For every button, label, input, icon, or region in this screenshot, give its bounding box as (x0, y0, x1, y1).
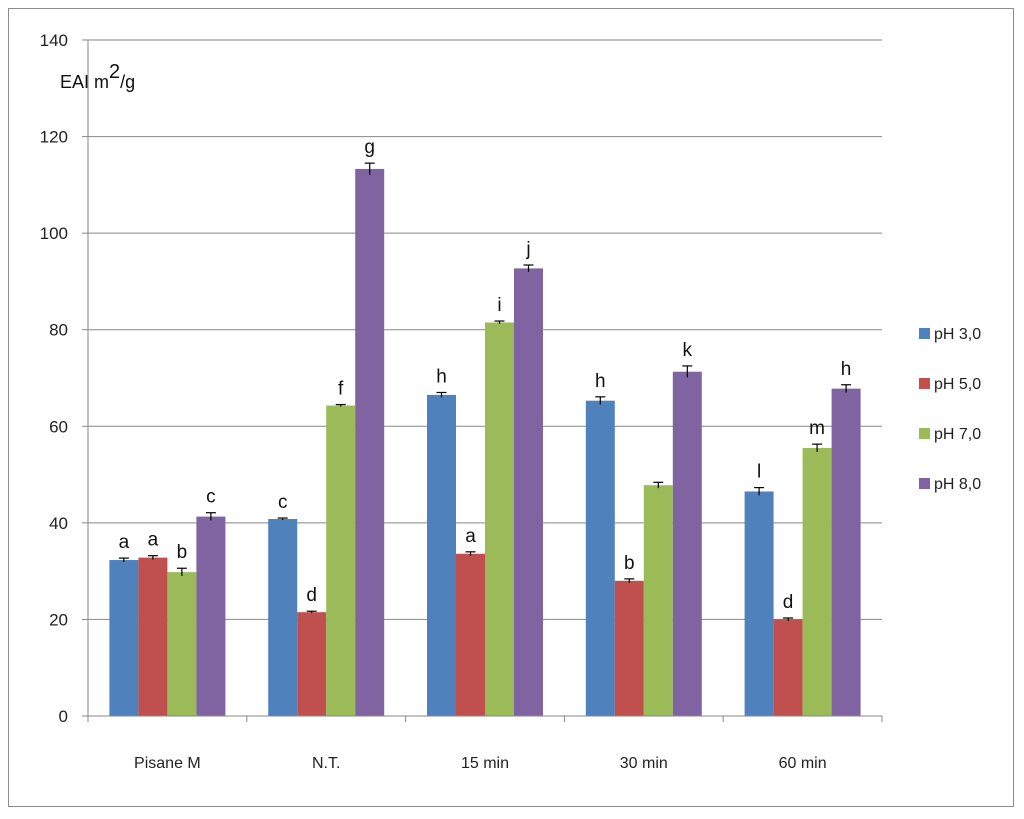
significance-label: k (683, 340, 693, 361)
significance-label: h (595, 371, 606, 392)
bar (109, 560, 139, 716)
x-axis-ticks: Pisane M N.T. 15 min 30 min 60 min (87, 716, 883, 772)
bar (672, 371, 702, 716)
bar (802, 448, 832, 716)
y-axis-label: EAI m2/g (60, 61, 135, 92)
legend-entry: pH 5,0 (934, 376, 981, 393)
bar (355, 168, 385, 716)
y-axis-ticks: 0 20 40 60 80 100 120 140 (40, 31, 88, 726)
significance-label: h (841, 359, 852, 380)
legend-entry: pH 7,0 (934, 426, 981, 443)
significance-label: d (306, 585, 317, 606)
bar (167, 572, 197, 716)
significance-label: d (783, 592, 794, 613)
bar (485, 322, 514, 716)
bar (297, 612, 327, 716)
significance-label: b (624, 553, 635, 574)
y-tick-label: 100 (40, 224, 68, 243)
significance-label: l (757, 462, 761, 483)
significance-label: i (497, 295, 501, 316)
legend-swatch (919, 478, 930, 489)
significance-label: a (119, 532, 130, 553)
bar (744, 491, 774, 716)
y-tick-label: 0 (59, 707, 68, 726)
significance-label: j (525, 239, 530, 260)
significance-label: a (465, 526, 476, 547)
legend: pH 3,0 pH 5,0 pH 7,0 pH 8,0 (919, 326, 981, 493)
bar (643, 485, 673, 716)
bar (614, 580, 644, 716)
y-tick-label: 60 (49, 417, 68, 436)
axes (87, 40, 882, 717)
x-tick-label: 60 min (779, 755, 827, 772)
bar (268, 518, 298, 716)
bar (585, 400, 615, 716)
bar (196, 516, 226, 716)
x-tick-label: 15 min (461, 755, 509, 772)
x-tick-label: Pisane M (134, 755, 201, 772)
y-tick-label: 120 (40, 128, 68, 147)
bar (831, 388, 861, 716)
significance-label: b (177, 542, 188, 563)
significance-label: a (148, 530, 159, 551)
bar (326, 405, 356, 716)
significance-label: c (206, 487, 216, 508)
y-tick-label: 20 (49, 610, 68, 629)
bar (773, 619, 803, 716)
bar (138, 557, 168, 716)
legend-swatch (919, 378, 930, 389)
legend-entry: pH 3,0 (934, 326, 981, 343)
x-tick-label: 30 min (620, 755, 668, 772)
y-tick-label: 40 (49, 514, 68, 533)
significance-label: f (338, 379, 344, 400)
legend-swatch (919, 428, 930, 439)
bar (427, 394, 456, 716)
legend-swatch (919, 328, 930, 339)
y-tick-label: 140 (40, 31, 68, 50)
legend-entry: pH 8,0 (934, 476, 981, 493)
significance-label: c (278, 492, 288, 513)
significance-label: h (436, 366, 447, 387)
significance-label: g (364, 137, 375, 158)
bar (514, 268, 543, 716)
y-tick-label: 80 (49, 321, 68, 340)
bar (456, 553, 485, 716)
significance-label: m (809, 418, 825, 439)
x-tick-label: N.T. (312, 755, 340, 772)
